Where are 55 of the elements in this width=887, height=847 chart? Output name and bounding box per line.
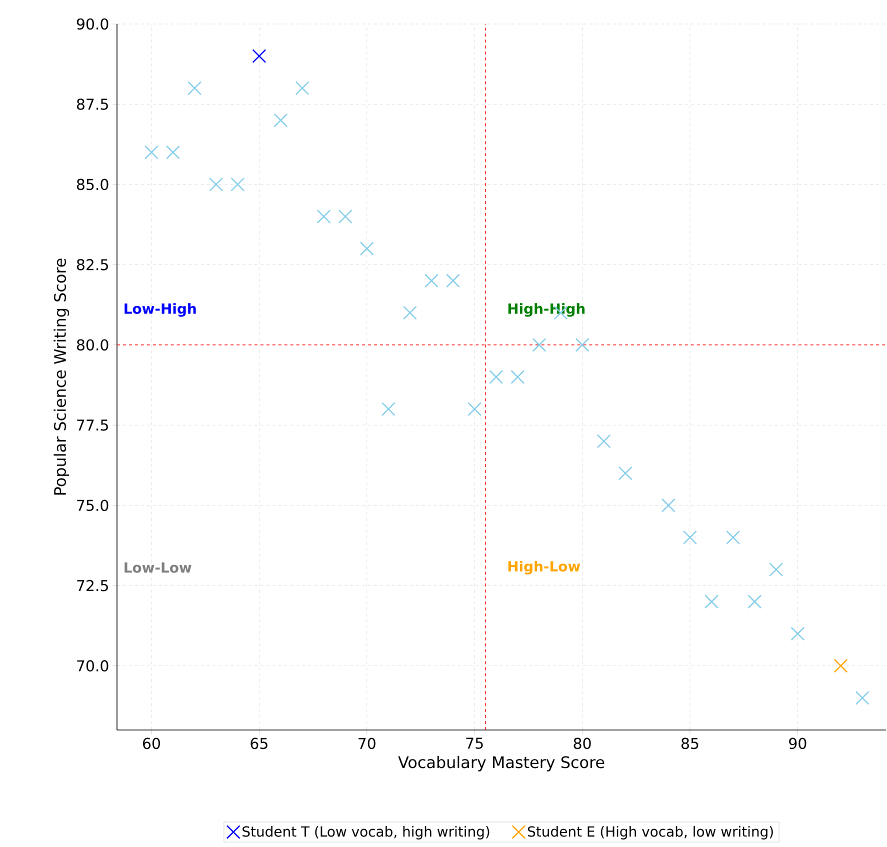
y-tick-label: 85.0 <box>76 178 108 190</box>
annotation: Low-High <box>124 303 196 317</box>
annotation: Low-Low <box>124 562 192 573</box>
point <box>468 402 482 416</box>
y-tick-label: 70.0 <box>77 660 108 672</box>
point <box>402 306 417 320</box>
point <box>682 530 697 544</box>
x-tick-label: 85 <box>681 738 698 750</box>
point <box>360 242 374 256</box>
x-tick-label: 65 <box>250 738 268 750</box>
legend-label: Student T (Low vocab, high writing) <box>242 826 490 840</box>
point <box>188 81 202 96</box>
point <box>855 690 870 705</box>
point <box>834 658 848 673</box>
point <box>661 498 676 512</box>
point <box>726 530 740 544</box>
y-tick-label: 87.5 <box>76 98 108 110</box>
legend-label: Student E (High vocab, low writing) <box>528 826 773 840</box>
y-tick-label: 82.5 <box>76 259 108 270</box>
y-tick-label: 80.0 <box>76 339 108 351</box>
x-tick-label: 80 <box>574 738 591 750</box>
y-axis-title: Popular Science Writing Score <box>54 258 70 495</box>
point <box>532 338 546 352</box>
point <box>295 81 310 96</box>
point <box>381 402 396 416</box>
point <box>510 370 525 384</box>
point <box>489 370 504 384</box>
point <box>790 626 805 641</box>
point <box>144 145 158 160</box>
annotation: High-Low <box>508 560 580 574</box>
x-tick-label: 90 <box>789 738 806 750</box>
point <box>748 594 762 609</box>
point <box>424 274 439 288</box>
point <box>338 210 352 224</box>
x-tick-label: 75 <box>466 738 483 749</box>
annotation: High-High <box>508 303 585 317</box>
point <box>274 113 288 128</box>
x-axis-title: Vocabulary Mastery Score <box>398 756 604 772</box>
x-tick-label: 70 <box>358 738 376 750</box>
point <box>316 210 331 224</box>
point <box>230 177 245 192</box>
y-tick-label: 72.5 <box>77 580 108 592</box>
point <box>209 177 224 192</box>
point <box>769 562 784 577</box>
point <box>704 594 719 609</box>
y-tick-label: 77.5 <box>77 420 108 431</box>
point <box>166 145 180 160</box>
point <box>596 434 611 448</box>
x-tick-label: 60 <box>143 738 160 750</box>
y-tick-label: 75.0 <box>77 500 108 512</box>
point <box>446 274 460 288</box>
point <box>252 49 266 64</box>
y-tick-label: 90.0 <box>76 18 108 30</box>
point <box>618 466 632 480</box>
point <box>575 338 590 352</box>
